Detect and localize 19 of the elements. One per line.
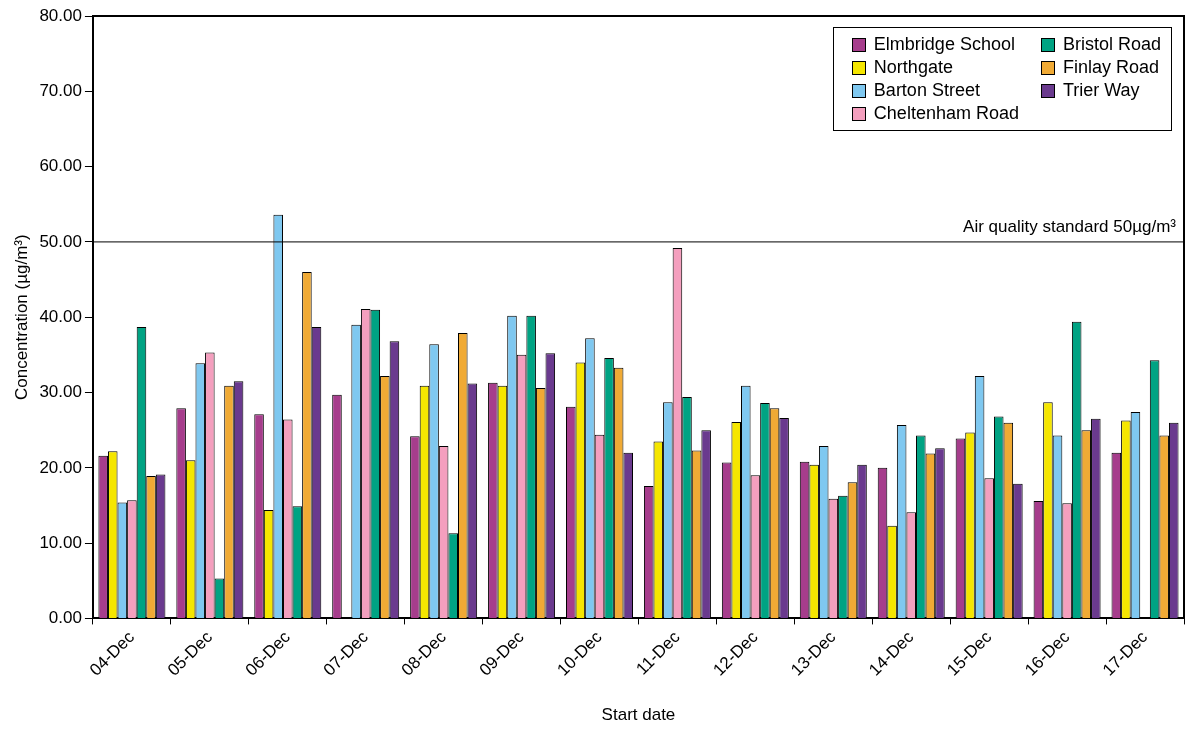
legend-label: Trier Way bbox=[1062, 80, 1140, 101]
y-tick-label: 80.00 bbox=[39, 5, 82, 25]
y-tick-label: 30.00 bbox=[39, 382, 82, 402]
y-tick-label: 10.00 bbox=[39, 532, 82, 552]
y-tick-label: 50.00 bbox=[39, 231, 82, 251]
y-tick-label: 20.00 bbox=[39, 457, 82, 477]
legend-label: Finlay Road bbox=[1062, 57, 1159, 78]
legend-label: Northgate bbox=[873, 57, 953, 78]
y-axis-title: Concentration (µg/m³) bbox=[11, 234, 31, 401]
legend-label: Bristol Road bbox=[1062, 34, 1161, 55]
ref-line-label: Air quality standard 50µg/m³ bbox=[963, 217, 1177, 237]
legend-label: Elmbridge School bbox=[873, 34, 1015, 55]
y-tick-label: 60.00 bbox=[39, 156, 82, 176]
legend-label: Cheltenham Road bbox=[873, 103, 1019, 124]
legend-label: Barton Street bbox=[873, 80, 980, 101]
y-tick-label: 0.00 bbox=[48, 608, 82, 628]
x-axis-title: Start date bbox=[601, 705, 676, 725]
y-tick-label: 40.00 bbox=[39, 306, 82, 326]
y-tick-label: 70.00 bbox=[39, 80, 82, 100]
